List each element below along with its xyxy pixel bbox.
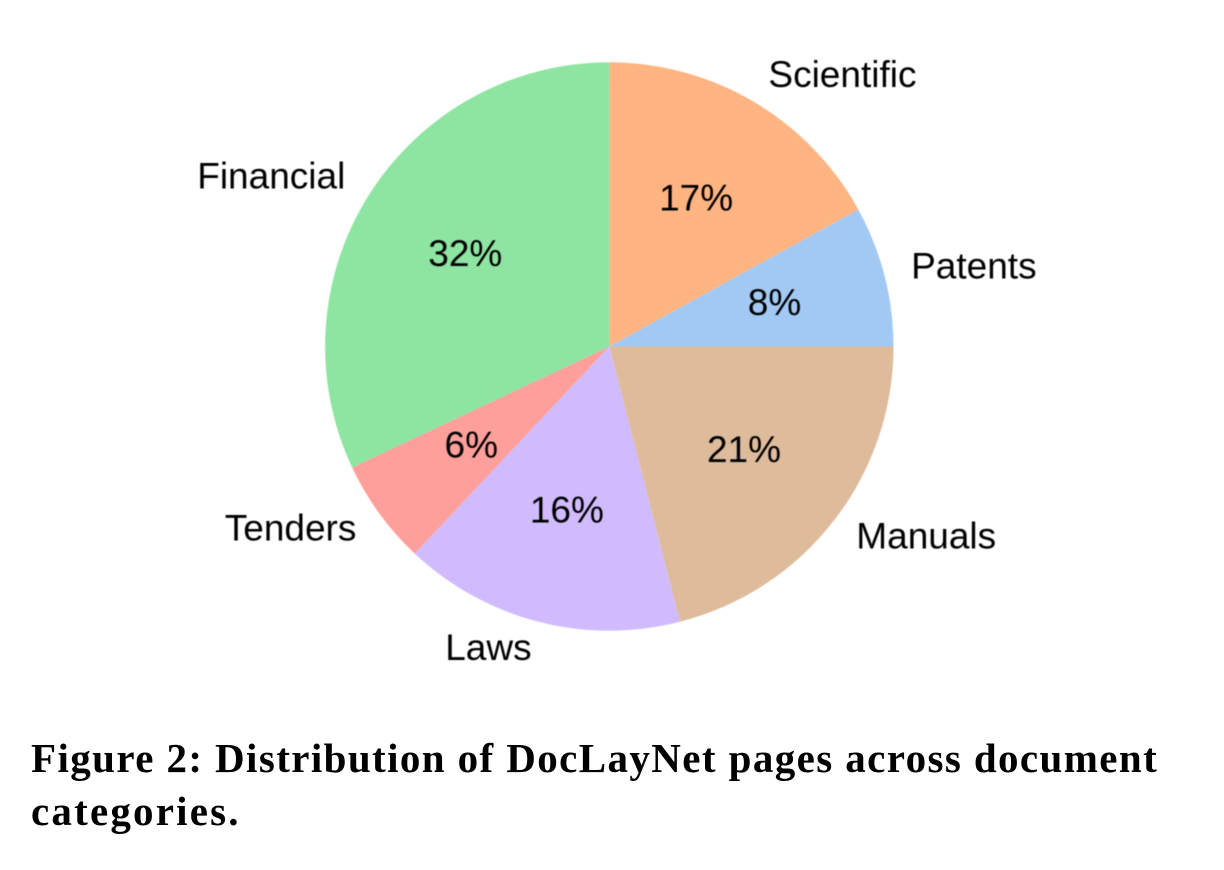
svg-text:16%: 16% — [530, 490, 604, 531]
svg-text:Laws: Laws — [445, 627, 531, 668]
svg-text:Manuals: Manuals — [856, 516, 996, 557]
svg-text:17%: 17% — [659, 178, 733, 219]
svg-text:6%: 6% — [445, 425, 498, 466]
svg-text:Scientific: Scientific — [768, 54, 916, 95]
svg-text:Patents: Patents — [911, 246, 1036, 287]
svg-text:8%: 8% — [748, 282, 801, 323]
svg-text:32%: 32% — [428, 233, 502, 274]
svg-text:Tenders: Tenders — [225, 508, 357, 549]
svg-text:Financial: Financial — [197, 155, 345, 196]
svg-text:21%: 21% — [707, 429, 781, 470]
